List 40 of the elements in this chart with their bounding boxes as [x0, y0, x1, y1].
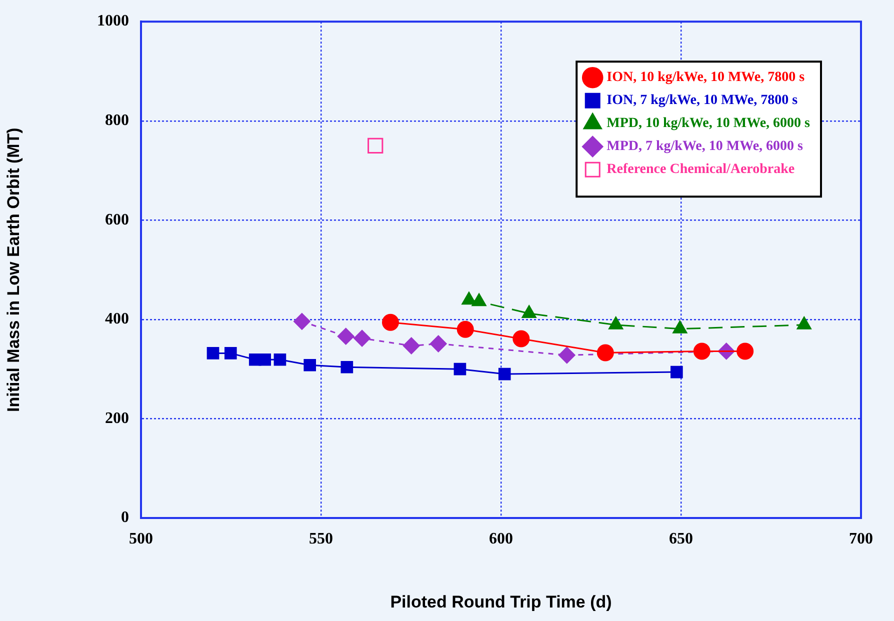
legend-label: MPD, 7 kg/kWe, 10 MWe, 6000 s	[606, 139, 804, 154]
point	[736, 342, 754, 360]
x-tick-label: 700	[849, 530, 873, 548]
point	[498, 368, 511, 380]
point	[402, 337, 420, 354]
y-tick-label: 800	[105, 112, 129, 130]
point	[693, 342, 710, 360]
point	[274, 353, 286, 366]
point	[558, 346, 576, 364]
x-axis-title: Piloted Round Trip Time (d)	[390, 592, 612, 612]
point	[258, 353, 271, 366]
point	[430, 335, 447, 352]
point	[512, 330, 530, 348]
y-tick-label: 0	[121, 509, 129, 526]
y-tick-label: 400	[105, 310, 129, 328]
legend-label: ION, 7 kg/kWe, 10 MWe, 7800 s	[606, 93, 798, 108]
point	[206, 347, 220, 360]
point	[382, 314, 399, 331]
point	[340, 360, 354, 374]
point	[304, 358, 316, 372]
point	[337, 328, 354, 345]
x-tick-label: 600	[489, 530, 513, 548]
x-tick-label: 500	[129, 530, 153, 548]
y-tick-label: 200	[105, 410, 129, 427]
point	[224, 347, 237, 360]
y-tick-label: 1000	[97, 12, 129, 30]
point	[456, 320, 474, 338]
point	[454, 362, 466, 376]
legend-label: ION, 10 kg/kWe, 10 MWe, 7800 s	[606, 70, 806, 86]
x-tick-label: 650	[669, 530, 693, 548]
point	[354, 330, 371, 347]
y-tick-label: 600	[105, 211, 129, 228]
legend-label: MPD, 10 kg/kWe, 10 MWe, 6000 s	[606, 116, 811, 132]
point	[670, 366, 683, 378]
y-axis-title: Initial Mass in Low Earth Orbit (MT)	[4, 128, 23, 412]
point	[293, 312, 310, 330]
point	[368, 138, 384, 154]
legend-label: Reference Chemical/Aerobrake	[606, 162, 795, 178]
point	[596, 344, 614, 362]
x-tick-label: 550	[309, 530, 333, 548]
